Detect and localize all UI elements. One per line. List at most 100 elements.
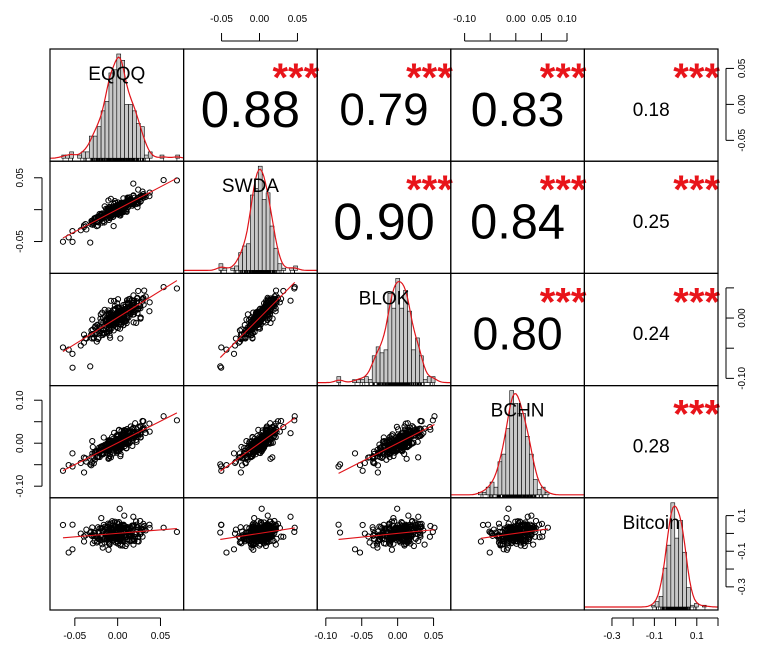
significance-stars: *** (406, 168, 453, 212)
data-point (59, 344, 67, 351)
data-point (486, 549, 493, 556)
tick-label: 0.05 (15, 168, 26, 188)
data-point (137, 198, 144, 205)
correlation-panel: 0.84*** (450, 160, 587, 274)
tick-label: -0.3 (603, 631, 621, 642)
data-point (270, 300, 277, 307)
data-point (255, 325, 262, 332)
histogram-bar (686, 587, 691, 608)
histogram-bar (277, 263, 283, 271)
data-point (426, 533, 433, 540)
histogram-bar (144, 154, 149, 159)
data-point (255, 426, 262, 433)
data-point (408, 530, 415, 537)
histogram-bar (124, 104, 129, 159)
data-point (217, 461, 224, 468)
data-point (504, 528, 511, 535)
data-point (217, 363, 224, 370)
correlation-panel: 0.79*** (316, 48, 453, 162)
smooth-fit-line (62, 412, 178, 472)
data-point (267, 518, 274, 525)
data-point (250, 546, 257, 553)
data-point (106, 325, 113, 332)
tick-label: -0.10 (737, 367, 748, 390)
significance-stars: *** (540, 280, 587, 324)
data-point (410, 525, 417, 532)
data-point (241, 334, 248, 341)
histogram-bar (529, 453, 534, 496)
data-point (114, 310, 122, 318)
data-point (129, 523, 136, 530)
data-point (359, 467, 366, 474)
histogram-bar (136, 123, 141, 159)
histogram-bar (379, 352, 385, 383)
data-point (131, 530, 138, 537)
data-point (382, 438, 389, 445)
scatter-panel (183, 385, 318, 499)
data-point (394, 441, 402, 449)
density-line (50, 56, 184, 159)
histogram-bar (100, 110, 106, 159)
data-point (116, 505, 123, 512)
significance-stars: *** (673, 168, 720, 212)
data-point (146, 299, 153, 306)
data-point (217, 529, 224, 536)
data-point (267, 307, 274, 314)
histogram-bar (501, 453, 507, 496)
data-point (406, 521, 414, 528)
significance-stars: *** (673, 56, 720, 100)
data-point (524, 527, 532, 534)
data-point (263, 297, 270, 305)
data-point (259, 305, 266, 312)
data-point (107, 334, 114, 341)
right-axis: 0.00 -0.10 (725, 287, 748, 390)
histogram-bar (77, 154, 82, 159)
data-point (488, 529, 495, 537)
data-point (505, 505, 512, 512)
data-point (544, 524, 551, 531)
histogram-bar (521, 413, 526, 496)
data-point (429, 417, 436, 424)
data-point (524, 513, 531, 520)
smooth-fit-line (62, 177, 178, 239)
data-point (69, 521, 76, 528)
data-point (272, 541, 279, 548)
data-point (254, 535, 261, 542)
tick-label: -0.10 (453, 14, 476, 25)
data-point (536, 534, 543, 541)
data-point (291, 413, 298, 420)
tick-label: 0.00 (388, 631, 408, 642)
smooth-fit-line (480, 528, 548, 539)
data-point (139, 526, 146, 534)
data-point (514, 525, 522, 532)
data-point (272, 420, 279, 427)
data-point (273, 535, 280, 543)
tick-label: -0.05 (15, 230, 26, 253)
data-point (243, 316, 250, 323)
data-point (249, 521, 256, 528)
data-point (114, 296, 122, 303)
data-point (65, 549, 72, 556)
data-point (525, 535, 533, 542)
data-point (532, 517, 540, 525)
diagonal-panel-bchn: BCHN (450, 385, 585, 499)
data-point (366, 539, 373, 546)
data-point (479, 521, 487, 529)
scatter-panel (183, 497, 318, 611)
bottom-axis: -0.05 0.00 0.05 (63, 617, 171, 642)
data-point (525, 538, 532, 545)
data-point (406, 525, 413, 532)
panel-border (183, 497, 318, 611)
data-point (267, 303, 274, 310)
data-point (384, 532, 392, 540)
histogram-bar (261, 199, 267, 271)
data-point (91, 456, 98, 463)
data-point (351, 546, 359, 553)
tick-label: -0.1 (646, 631, 664, 642)
data-point (376, 441, 383, 448)
data-point (351, 450, 359, 457)
tick-label: 0.05 (737, 58, 748, 78)
data-point (246, 323, 253, 330)
tick-label: 0.00 (108, 631, 128, 642)
variable-label: SWDA (222, 176, 279, 197)
